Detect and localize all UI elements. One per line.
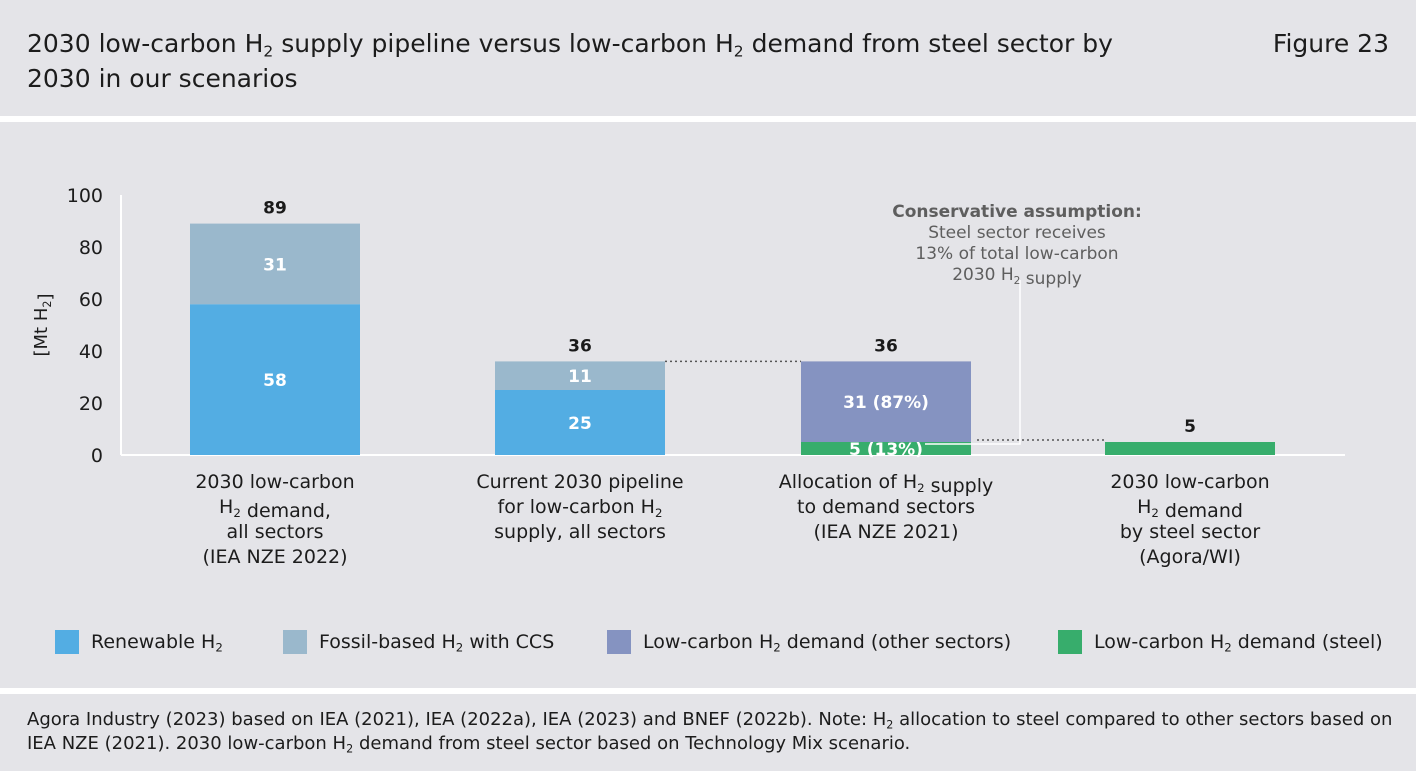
legend: Renewable H2 Fossil-based H2 with CCS Low-…: [0, 628, 1416, 658]
annotation-heading: Conservative assumption:: [892, 202, 1142, 222]
y-tick-label: 100: [67, 185, 103, 207]
x-category-label: 2030 low-carbon: [195, 471, 354, 493]
source-note: Agora Industry (2023) based on IEA (2021…: [27, 709, 1393, 756]
y-tick-label: 0: [91, 445, 103, 467]
x-category-label: for low-carbon H2: [498, 496, 663, 520]
annotation-leader-line: [925, 280, 1021, 445]
y-axis-label: [Mt H2]: [31, 293, 56, 356]
legend-item: Fossil-based H2 with CCS: [283, 628, 554, 656]
bar-total-label: 36: [874, 336, 898, 356]
bar-value-label: 31 (87%): [843, 393, 929, 413]
legend-swatch: [283, 630, 307, 654]
x-category-label: to demand sectors: [797, 496, 975, 518]
x-category-label: Allocation of H2 supply: [779, 471, 993, 497]
x-category-label: by steel sector: [1120, 521, 1260, 543]
x-category-label: (IEA NZE 2021): [813, 521, 958, 543]
bar-segment: [1105, 442, 1275, 455]
legend-label: Low-carbon H2 demand (steel): [1094, 631, 1383, 655]
bar-segment: [495, 361, 665, 390]
bar-segment: [495, 390, 665, 455]
bar-value-label: 58: [263, 371, 287, 391]
annotation-text: Steel sector receives: [928, 223, 1106, 243]
legend-item: Low-carbon H2 demand (steel): [1058, 628, 1383, 656]
x-category-label: (IEA NZE 2022): [202, 546, 347, 568]
y-tick-label: 40: [79, 341, 103, 363]
figure-number: Figure 23: [1272, 29, 1389, 58]
x-category-label: all sectors: [226, 521, 323, 543]
y-tick-label: 60: [79, 289, 103, 311]
bar-segment: [190, 223, 360, 305]
x-category-label: H2 demand,: [219, 496, 331, 522]
legend-label: Renewable H2: [91, 631, 223, 655]
x-category-label: 2030 low-carbon: [1110, 471, 1269, 493]
bar-total-label: 5: [1184, 417, 1196, 437]
bar-segment: [801, 361, 971, 442]
header-panel: 2030 low-carbon H2 supply pipeline versu…: [0, 0, 1416, 116]
stacked-bar-chart: 0 20 40 60 80 100 [Mt H2] 58 31 89 25 11 36 5 (13%) 31…: [31, 185, 1345, 568]
legend-swatch: [607, 630, 631, 654]
x-category-label: H2 demand: [1137, 496, 1243, 522]
annotation-text: 2030 H2 supply: [952, 265, 1082, 289]
footer-panel: Agora Industry (2023) based on IEA (2021…: [0, 694, 1416, 771]
legend-item: Renewable H2: [55, 628, 223, 656]
x-category-label: Current 2030 pipeline: [476, 471, 683, 493]
bar-value-label: 31: [263, 255, 287, 275]
bar-value-label: 25: [568, 414, 592, 434]
legend-label: Fossil-based H2 with CCS: [319, 631, 555, 655]
bar-value-label: 11: [568, 367, 592, 387]
legend-label: Low-carbon H2 demand (other sectors): [643, 631, 1012, 655]
bar-segment: [801, 442, 971, 455]
bar-total-label: 89: [263, 199, 287, 219]
legend-swatch: [55, 630, 79, 654]
x-category-label: supply, all sectors: [494, 521, 666, 543]
legend-swatch: [1058, 630, 1082, 654]
y-tick-label: 20: [79, 393, 103, 415]
chart-title: 2030 low-carbon H2 supply pipeline versu…: [27, 29, 1113, 93]
x-category-label: (Agora/WI): [1139, 546, 1241, 568]
chart-panel: 0 20 40 60 80 100 [Mt H2] 58 31 89 25 11 36 5 (13%) 31…: [0, 122, 1416, 688]
legend-item: Low-carbon H2 demand (other sectors): [607, 628, 1011, 656]
y-tick-label: 80: [79, 237, 103, 259]
bar-value-label: 5 (13%): [849, 440, 923, 460]
bar-total-label: 36: [568, 336, 592, 356]
bar-segment: [190, 304, 360, 455]
annotation-text: 13% of total low-carbon: [915, 244, 1118, 264]
